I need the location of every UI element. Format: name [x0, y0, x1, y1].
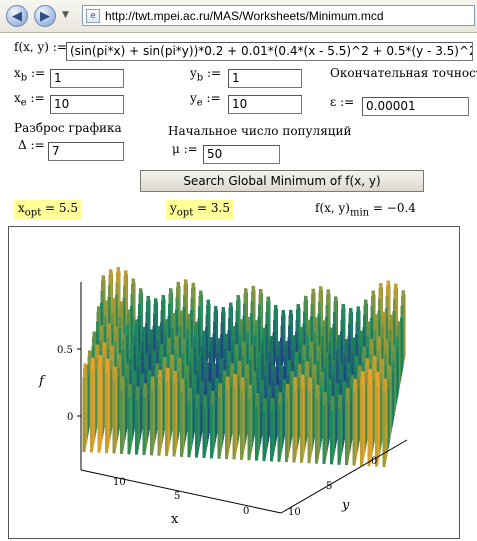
address-bar[interactable]: e http://twt.mpei.ac.ru/MAS/Worksheets/M…: [82, 5, 475, 26]
x-tick-label: 0: [243, 506, 249, 517]
epsilon-label: ε :=: [330, 95, 355, 109]
ye-input[interactable]: 10: [228, 95, 302, 114]
delta-label: Δ :=: [18, 138, 45, 152]
x-tick-label: 10: [113, 477, 126, 488]
address-url: http://twt.mpei.ac.ru/MAS/Worksheets/Min…: [105, 8, 384, 23]
x-axis-line: [80, 469, 282, 514]
search-global-minimum-button[interactable]: Search Global Minimum of f(x, y): [140, 170, 424, 192]
z-axis-label: f: [38, 374, 46, 389]
ye-label: ye :=: [190, 91, 221, 109]
xb-input[interactable]: 1: [50, 69, 124, 88]
surface-plot: 0.5 0 f 10 5 0 x 0 5 10 y: [38, 267, 408, 527]
yb-input[interactable]: 1: [228, 69, 302, 88]
fxy-label: f(x, y) :=: [14, 40, 67, 54]
xopt-result: xopt = 5.5: [14, 200, 83, 220]
x-tick-label: 5: [174, 491, 180, 502]
spread-title: Разброс графика: [14, 121, 122, 135]
back-button[interactable]: ◀: [6, 5, 28, 27]
forward-button[interactable]: ▶: [34, 5, 56, 27]
y-tick-label: 10: [288, 507, 301, 518]
surface-mesh: [82, 267, 406, 467]
yopt-result: yopt = 3.5: [166, 200, 235, 220]
yb-label: yb :=: [190, 66, 222, 84]
xb-label: xb :=: [14, 66, 46, 84]
y-axis-label: y: [341, 498, 350, 513]
z-tick-label: 0: [67, 412, 73, 423]
spread-input[interactable]: 7: [48, 142, 124, 161]
xe-label: xe :=: [14, 91, 45, 109]
page-icon: e: [86, 8, 100, 23]
surface-plot-frame: 0.5 0 f 10 5 0 x 0 5 10 y: [8, 226, 460, 539]
fmin-result: f(x, y)min = −0.4: [315, 201, 416, 219]
population-input[interactable]: 50: [203, 145, 280, 164]
y-tick-label: 5: [326, 481, 332, 492]
history-dropdown-icon[interactable]: ▼: [62, 10, 69, 20]
y-tick-label: 0: [371, 456, 377, 467]
z-tick-label: 0.5: [57, 345, 73, 356]
fxy-input[interactable]: (sin(pi*x) + sin(pi*y))*0.2 + 0.01*(0.4*…: [66, 42, 473, 61]
y-axis-line: [280, 439, 408, 514]
mu-label: μ :=: [172, 142, 198, 156]
xe-input[interactable]: 10: [50, 95, 124, 114]
population-title: Начальное число популяций: [168, 124, 352, 138]
precision-title: Окончательная точность: [330, 66, 477, 80]
back-arrow-icon: ◀: [12, 8, 22, 24]
precision-input[interactable]: 0.00001: [362, 97, 469, 116]
x-axis-label: x: [171, 512, 179, 527]
forward-arrow-icon: ▶: [40, 8, 50, 24]
